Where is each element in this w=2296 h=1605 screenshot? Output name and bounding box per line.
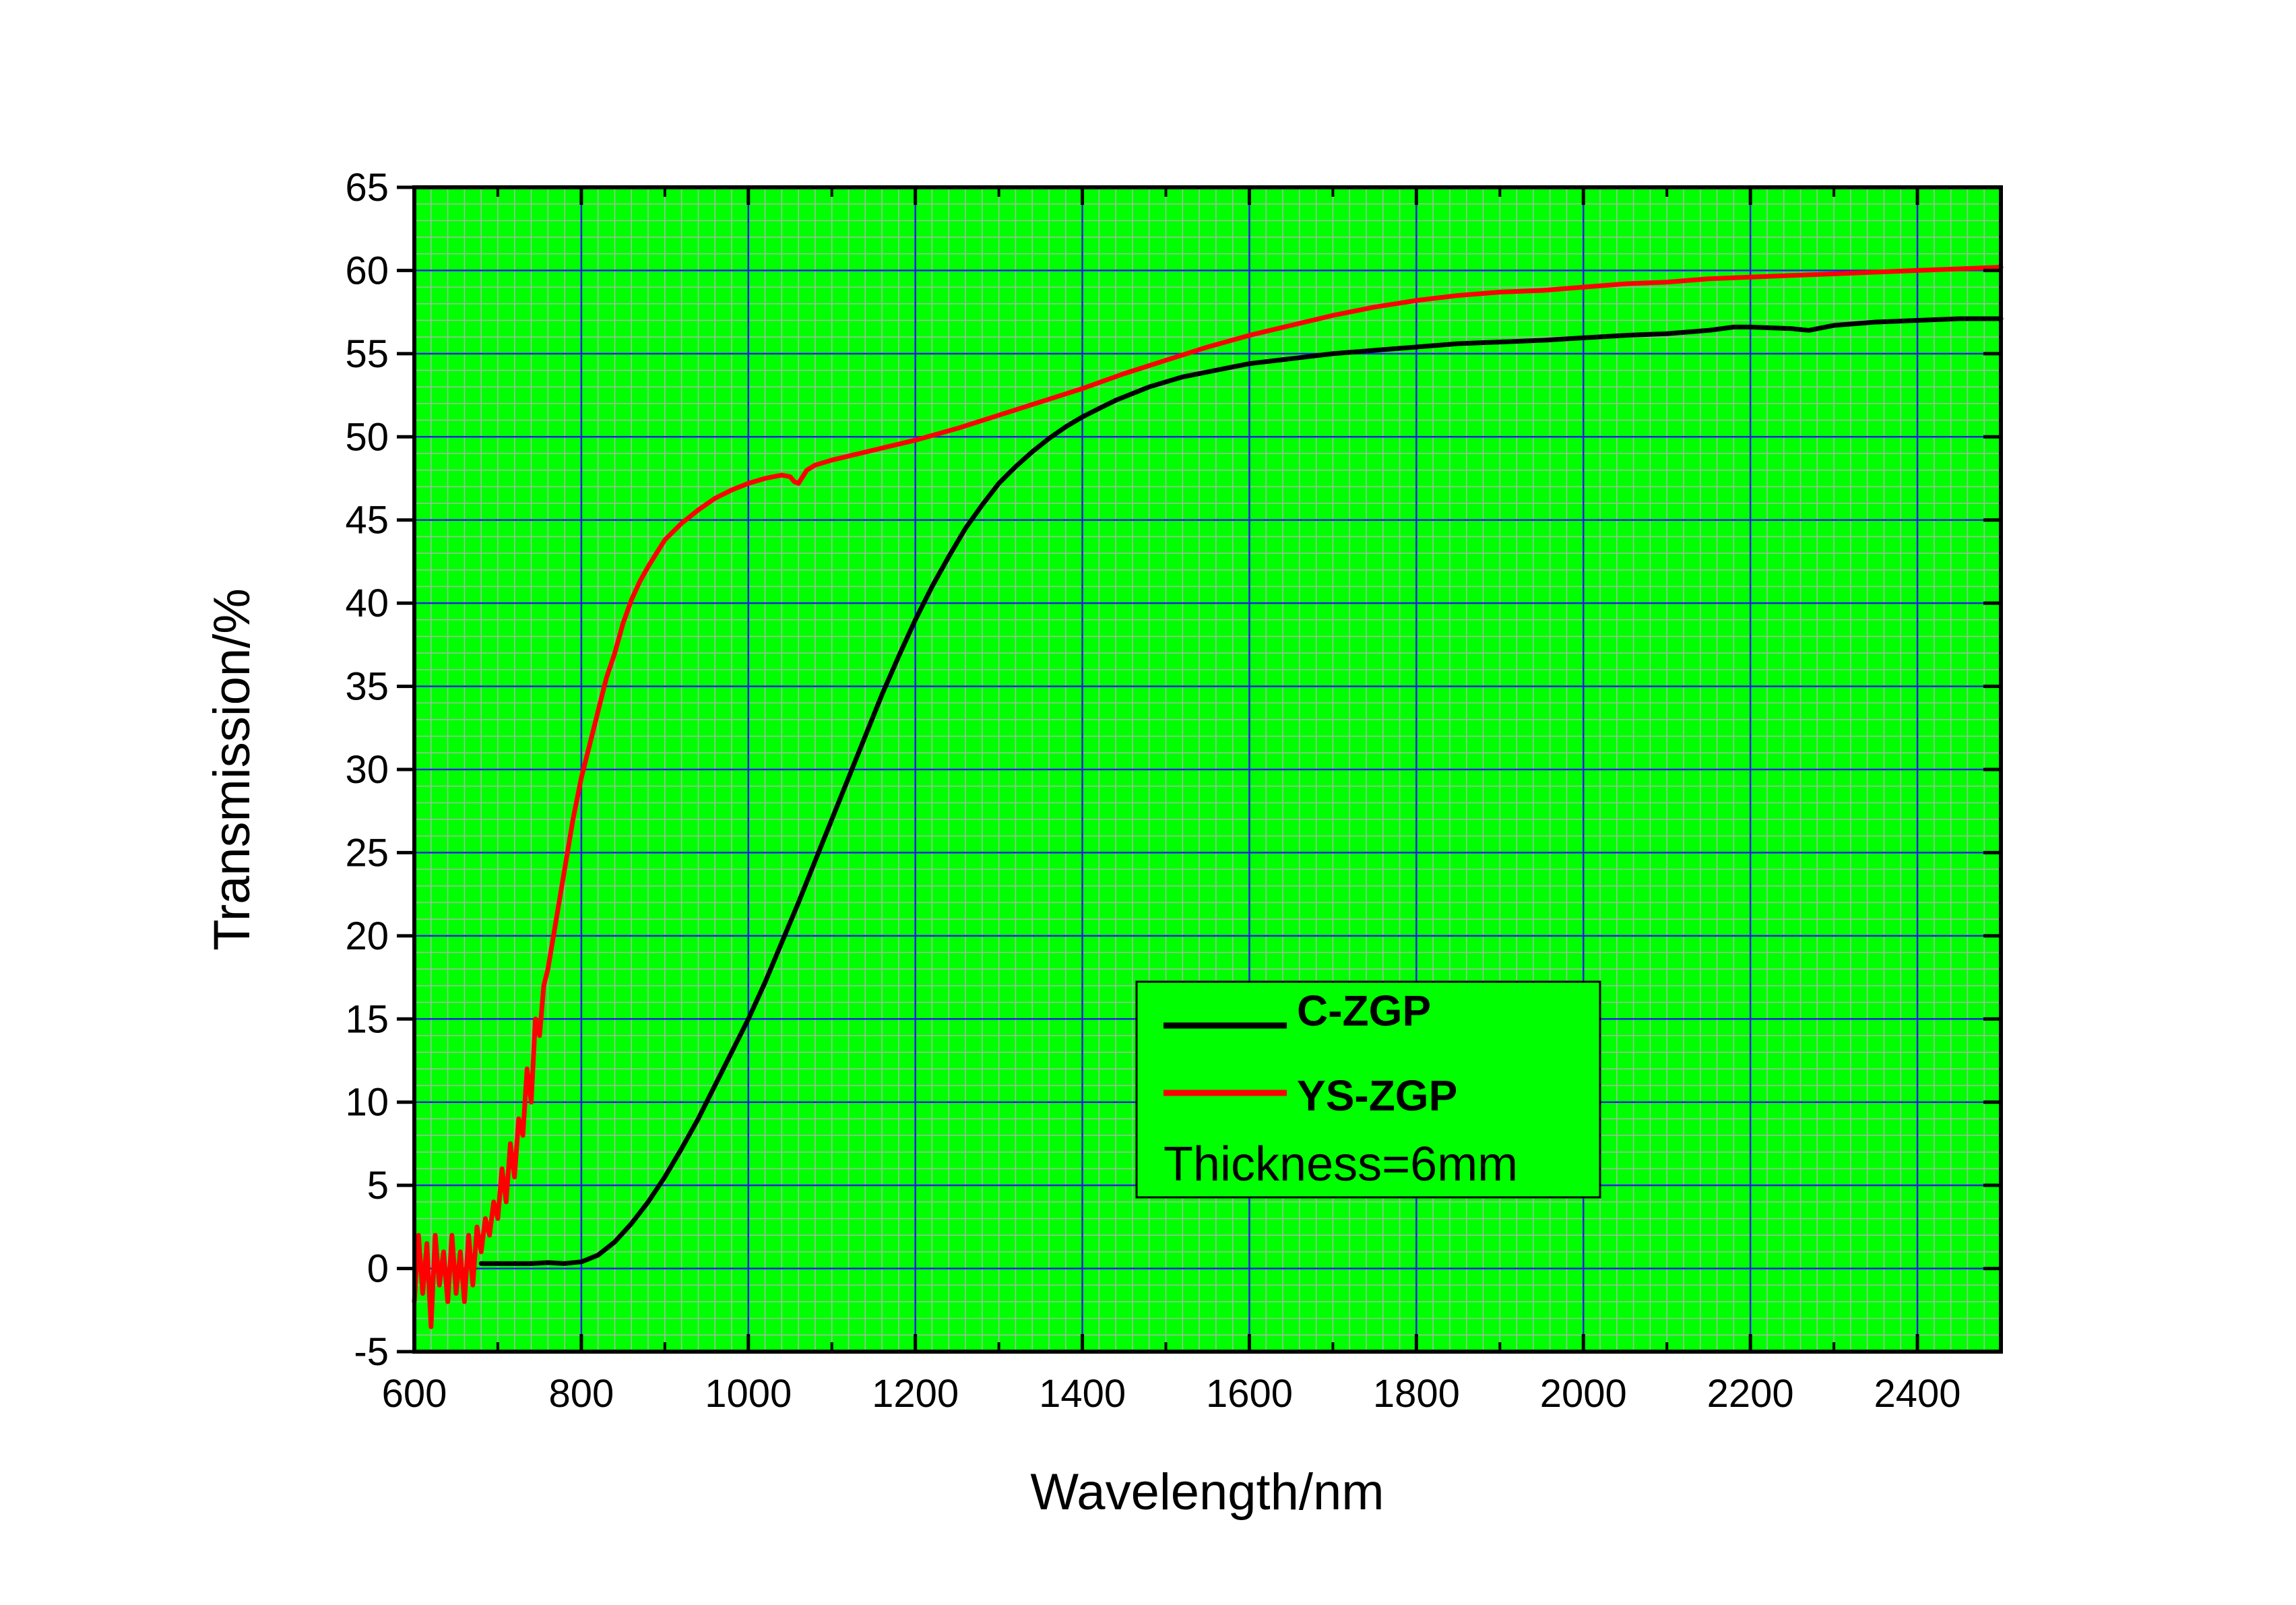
y-tick-label: 15: [345, 997, 389, 1041]
y-tick-label: 25: [345, 831, 389, 875]
labels-layer: 600 800 1000 1200 1400 1600 1800 2000 2200 2400-5…: [345, 166, 1960, 1416]
legend-box: [1135, 980, 1601, 1199]
x-tick-label: 1600: [1206, 1372, 1293, 1416]
y-tick-label: 0: [367, 1247, 389, 1291]
thickness-annotation: Thickness=6mm: [1163, 1137, 1518, 1191]
x-tick-label: 1800: [1373, 1372, 1460, 1416]
x-axis-title: Wavelength/nm: [1030, 1464, 1384, 1521]
y-tick-label: 10: [345, 1081, 389, 1125]
series-line-ys-zgp: [412, 265, 2004, 1329]
series-line-c-zgp: [478, 316, 2004, 1266]
y-tick-label: 50: [345, 415, 389, 459]
y-tick-label: -5: [354, 1330, 389, 1374]
x-tick-label: 1000: [705, 1372, 792, 1416]
y-tick-label: 55: [345, 332, 389, 376]
y-tick-label: 65: [345, 166, 389, 210]
x-tick-label: 800: [549, 1372, 614, 1416]
y-tick-label: 60: [345, 249, 389, 292]
y-tick-label: 45: [345, 499, 389, 542]
legend-label-c-zgp: C-ZGP: [1297, 986, 1431, 1035]
y-tick-label: 30: [345, 748, 389, 792]
legend-label-ys-zgp: YS-ZGP: [1297, 1071, 1457, 1120]
x-tick-label: 600: [382, 1372, 447, 1416]
x-tick-label: 2000: [1540, 1372, 1627, 1416]
series-layer: [412, 265, 2004, 1329]
x-tick-label: 1200: [872, 1372, 959, 1416]
legend: C-ZGP YS-ZGP Thickness=6mm: [1135, 980, 1601, 1199]
y-tick-label: 20: [345, 914, 389, 958]
y-tick-label: 40: [345, 581, 389, 625]
x-tick-label: 1400: [1039, 1372, 1126, 1416]
x-tick-label: 2400: [1874, 1372, 1961, 1416]
y-axis-title: Transmission/%: [203, 588, 261, 951]
x-tick-label: 2200: [1707, 1372, 1794, 1416]
y-tick-label: 5: [367, 1164, 389, 1207]
ticks-layer: [397, 185, 2001, 1354]
y-tick-label: 35: [345, 665, 389, 709]
